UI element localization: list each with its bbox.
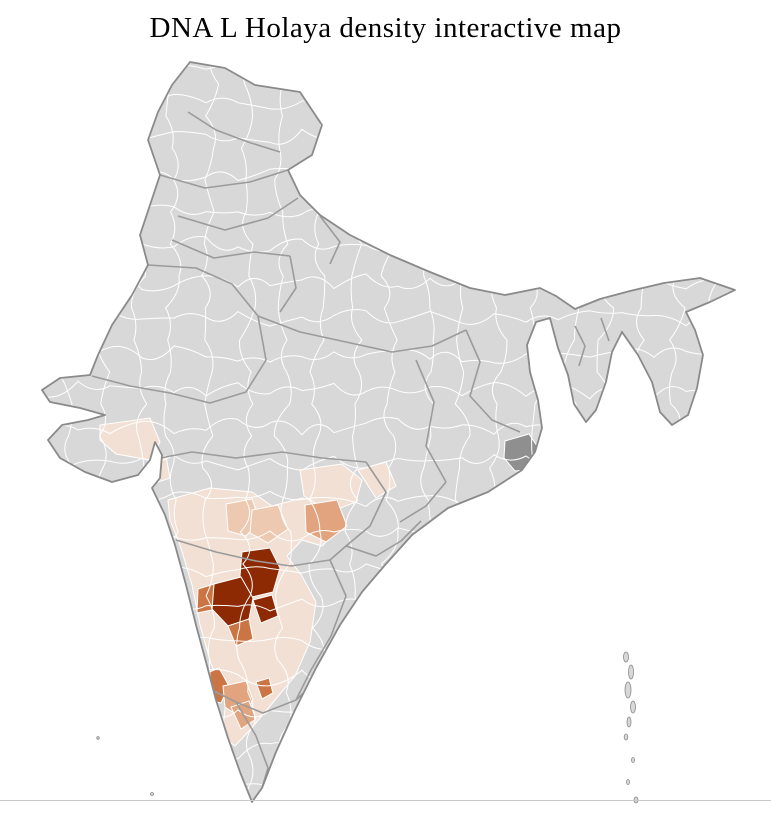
state-boundary-line xyxy=(399,481,447,523)
district-boundary-line xyxy=(236,62,257,802)
district-boundary-line xyxy=(42,742,735,760)
state-boundary-line xyxy=(177,197,299,231)
island[interactable] xyxy=(626,716,632,728)
island[interactable] xyxy=(150,792,154,796)
island[interactable] xyxy=(623,651,629,663)
island[interactable] xyxy=(628,664,634,680)
district-boundary-line xyxy=(42,93,735,112)
district-boundary-line xyxy=(20,52,38,817)
state-boundary-line xyxy=(415,359,447,483)
district-boundary-line xyxy=(42,200,735,219)
island[interactable] xyxy=(623,733,629,741)
island[interactable] xyxy=(626,779,630,785)
page-title: DNA L Holaya density interactive map xyxy=(149,12,622,44)
district-boundary-line xyxy=(42,308,735,327)
state-boundary-line xyxy=(319,215,341,265)
district-boundary-line xyxy=(42,236,735,256)
district-boundary-line xyxy=(42,777,735,796)
state-boundary-line xyxy=(329,461,387,561)
district-boundary-line xyxy=(596,62,615,802)
district-boundary-line xyxy=(42,62,735,76)
state-boundary-line xyxy=(91,264,267,404)
island[interactable] xyxy=(96,736,100,740)
state-boundary-line xyxy=(257,315,467,353)
district-boundary-line xyxy=(743,52,758,817)
district-boundary-line xyxy=(42,597,735,616)
state-boundary-line xyxy=(465,329,521,433)
island[interactable] xyxy=(630,700,636,714)
island[interactable] xyxy=(624,681,632,699)
state-boundary-line xyxy=(207,687,297,714)
state-boundary-line xyxy=(574,325,586,367)
state-boundary-line xyxy=(175,539,331,567)
state-boundary-line xyxy=(171,239,291,259)
state-boundary-line xyxy=(600,317,610,342)
district-boundary-line xyxy=(562,62,580,802)
district-boundary-line xyxy=(273,62,292,802)
state-boundary-line xyxy=(159,169,289,189)
district-maharashtra-mid-2[interactable] xyxy=(249,504,289,544)
district-boundary-line xyxy=(42,633,735,652)
state-boundary-line xyxy=(295,559,347,701)
district-boundary-line xyxy=(705,62,723,802)
state-boundary-line xyxy=(279,255,297,313)
district-karnataka-mid-south[interactable] xyxy=(227,618,254,647)
island[interactable] xyxy=(631,757,635,763)
district-boundary-line xyxy=(42,164,735,184)
district-boundary-line xyxy=(668,62,687,802)
state-boundary-line xyxy=(149,451,367,463)
district-maharashtra-karnataka-belt[interactable] xyxy=(167,487,343,747)
district-boundary-line xyxy=(42,704,735,724)
district-boundary-line xyxy=(42,128,735,148)
district-boundary-line xyxy=(42,669,735,687)
district-boundary-line xyxy=(633,62,651,802)
district-karnataka-south-3[interactable] xyxy=(255,677,274,700)
state-boundary-line xyxy=(187,111,281,153)
state-boundary-line xyxy=(345,520,422,557)
district-boundary-line xyxy=(42,560,735,580)
india-outline xyxy=(41,61,736,803)
bottom-divider xyxy=(0,800,771,801)
